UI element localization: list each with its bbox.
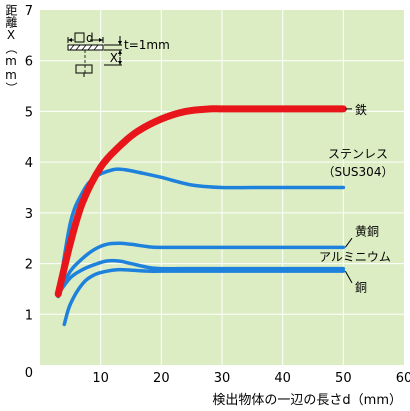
- y-tick-6: 6: [25, 55, 33, 70]
- y-tick-0: 0: [25, 366, 33, 381]
- series-label-iron: 鉄: [355, 102, 367, 117]
- square-symbol: [74, 32, 85, 43]
- y-axis-label: 距離X（mm）: [4, 4, 18, 94]
- series-label-stainless-2: （SUS304）: [323, 165, 394, 179]
- y-tick-3: 3: [25, 207, 33, 222]
- x-tick-20: 20: [153, 371, 170, 386]
- series-line-1: [56, 167, 346, 299]
- y-tick-7: 7: [25, 4, 33, 19]
- x-tick-50: 50: [335, 371, 352, 386]
- tick-labels: 1 2 3 4 5 6 7 0 10 20 30 40 50 60 検出物体の一辺の長さd（mm）: [25, 4, 410, 408]
- series-label-stainless-1: ステンレス: [328, 147, 388, 161]
- x-label: X: [110, 51, 118, 65]
- y-tick-5: 5: [25, 105, 33, 120]
- series-label-aluminium: アルミニウム: [319, 250, 391, 264]
- series-label-brass: 黄銅: [355, 225, 379, 239]
- target-hatch: [69, 44, 75, 51]
- x-tick-30: 30: [214, 371, 231, 386]
- x-tick-40: 40: [274, 371, 291, 386]
- series-line-3: [56, 258, 346, 296]
- y-tick-4: 4: [25, 156, 33, 171]
- x-tick-10: 10: [92, 371, 109, 386]
- d-arrow-left: [68, 38, 72, 42]
- t-label: t=1mm: [124, 38, 170, 52]
- series-line-0: [54, 105, 347, 298]
- x-axis-label: 検出物体の一辺の長さd（mm）: [212, 393, 402, 408]
- x-tick-60: 60: [396, 371, 410, 386]
- series-line-4: [62, 267, 346, 327]
- y-tick-2: 2: [25, 258, 33, 273]
- y-tick-1: 1: [25, 308, 33, 323]
- leader-copper: [344, 270, 353, 284]
- inset-diagram: d t=1mm X: [67, 31, 170, 77]
- series-label-copper: 銅: [355, 280, 367, 294]
- d-arrow-right: [99, 38, 103, 42]
- d-label: d: [86, 31, 94, 45]
- leader-brass: [344, 237, 353, 248]
- series-line-2: [56, 241, 346, 296]
- series-lines: [54, 105, 347, 327]
